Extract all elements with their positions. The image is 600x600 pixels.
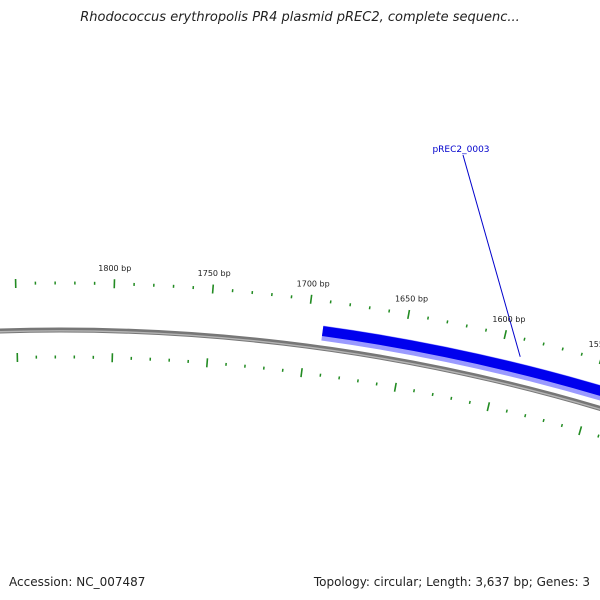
minor-tick-outer — [561, 347, 564, 351]
minor-tick-inner — [542, 418, 545, 423]
tick-label: 1600 bp — [492, 315, 525, 324]
minor-tick-outer — [465, 324, 468, 328]
minor-tick-outer — [580, 352, 583, 356]
tick-label: 1650 bp — [395, 295, 428, 304]
accession-text: Accession: NC_007487 — [9, 575, 146, 589]
minor-tick-outer — [427, 316, 430, 320]
gene-label-pREC2_0003[interactable]: pREC2_0003 — [432, 145, 489, 155]
tick-label: 1550 bp — [589, 340, 600, 349]
major-tick-outer — [407, 309, 411, 320]
major-tick-inner — [205, 358, 209, 368]
tick-label: 1700 bp — [297, 279, 330, 288]
gene-feature-pREC2_0003[interactable] — [321, 326, 600, 397]
minor-tick-outer — [542, 342, 545, 346]
major-tick-inner — [393, 382, 397, 392]
major-tick-outer — [503, 330, 508, 340]
plasmid-backbone-highlight — [0, 330, 600, 411]
minor-tick-outer — [484, 328, 488, 332]
inner-tick-ring — [16, 352, 600, 438]
major-tick-inner — [578, 426, 583, 436]
minor-tick-inner — [524, 414, 527, 418]
minor-tick-inner — [431, 392, 434, 397]
minor-tick-inner — [468, 400, 471, 405]
minor-tick-outer — [388, 309, 391, 313]
page-title: Rhodococcus erythropolis PR4 plasmid pRE… — [80, 10, 520, 25]
minor-tick-outer — [523, 337, 526, 341]
major-tick-outer — [309, 294, 313, 304]
minor-tick-inner — [560, 423, 564, 428]
major-tick-inner — [486, 402, 491, 412]
minor-tick-inner — [597, 434, 600, 438]
topology-summary: Topology: circular; Length: 3,637 bp; Ge… — [313, 575, 590, 589]
gene-label-leader-line — [462, 154, 521, 357]
tick-label: 1750 bp — [198, 269, 231, 278]
minor-tick-inner — [413, 389, 416, 393]
minor-tick-outer — [446, 320, 449, 324]
outer-tick-ring — [14, 278, 600, 365]
minor-tick-inner — [450, 396, 453, 400]
tick-labels: 1550 bp 1600 bp 1650 bp 1700 bp 1750 bp 1800 … — [98, 264, 600, 349]
major-tick-outer — [211, 284, 215, 294]
major-tick-inner — [300, 368, 303, 378]
gene-feature-shadow — [321, 325, 600, 401]
minor-tick-inner — [375, 382, 378, 386]
tick-label: 1800 bp — [98, 264, 131, 273]
minor-tick-inner — [505, 409, 508, 413]
